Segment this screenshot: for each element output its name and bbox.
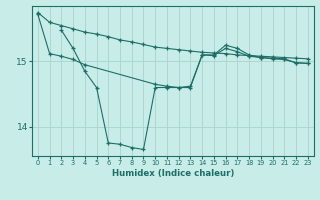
X-axis label: Humidex (Indice chaleur): Humidex (Indice chaleur) (112, 169, 234, 178)
